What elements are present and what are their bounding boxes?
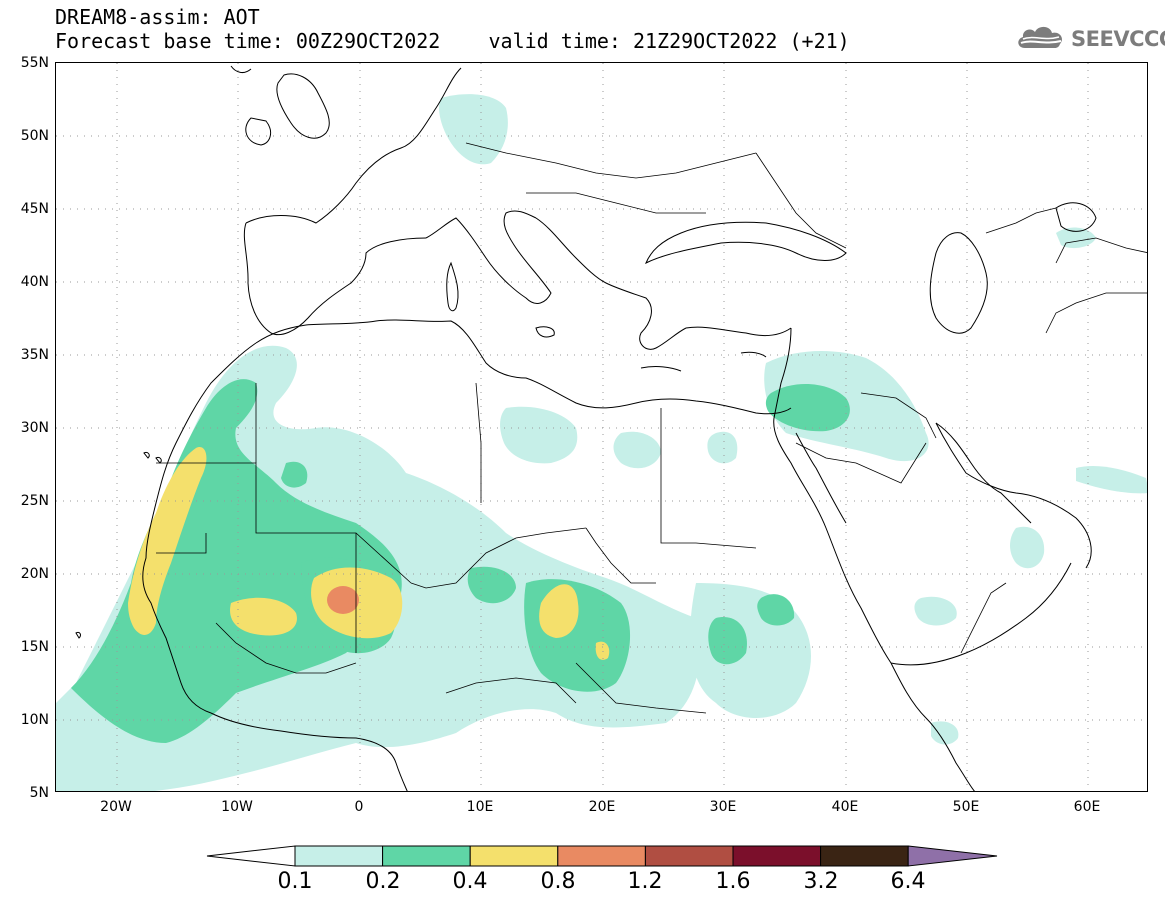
base-time: Forecast base time: 00Z29OCT2022 — [55, 29, 441, 53]
colorbar-label-0-4: 0.4 — [452, 869, 488, 894]
lon-label-40e: 40E — [831, 799, 859, 815]
borders — [156, 142, 1147, 714]
colorbar-segment-3 — [469, 845, 559, 867]
seevccc-logo: SEEVCCC — [1015, 22, 1165, 56]
lat-label-55n: 55N — [20, 55, 49, 71]
lat-label-35n: 35N — [20, 347, 49, 363]
aot-region-sudan-east-mid — [757, 594, 795, 626]
cloud-icon — [1015, 22, 1067, 56]
aot-region-egypt-low — [613, 431, 661, 469]
time-info: Forecast base time: 00Z29OCT2022 valid t… — [55, 30, 850, 52]
aot-region-algeria-low — [341, 446, 369, 475]
aot-region-horn-low — [931, 721, 959, 745]
coastlines — [75, 65, 1097, 791]
colorbar-segment-5 — [644, 845, 734, 867]
aot-map — [55, 62, 1148, 792]
colorbar-label-0-2: 0.2 — [365, 869, 401, 894]
aot-region-sudan-low — [690, 583, 811, 718]
aot-region-sudan-mid — [708, 617, 747, 665]
aot-region-chad-south-high — [595, 641, 610, 660]
valid-time: valid time: 21Z29OCT2022 (+21) — [488, 29, 850, 53]
lon-label-20e: 20E — [588, 799, 616, 815]
lat-label-50n: 50N — [20, 128, 49, 144]
grid-lines — [56, 63, 1147, 791]
colorbar-segment-1 — [294, 845, 384, 867]
colorbar — [206, 845, 998, 867]
map-title: DREAM8-assim: AOT — [55, 5, 260, 29]
lon-label-10e: 10E — [466, 799, 494, 815]
lon-label-30e: 30E — [709, 799, 737, 815]
aot-region-persian-low — [1076, 466, 1147, 494]
aot-region-egypt-east-low — [707, 431, 738, 464]
lat-label-25n: 25N — [20, 493, 49, 509]
colorbar-label-0-8: 0.8 — [540, 869, 576, 894]
colorbar-segment-7 — [820, 845, 909, 867]
aot-region-oman-low — [1010, 526, 1045, 569]
lon-label-10w: 10W — [221, 799, 253, 815]
lat-label-45n: 45N — [20, 201, 49, 217]
aot-region-coast-high — [128, 447, 207, 635]
lon-label-60e: 60E — [1073, 799, 1101, 815]
aot-region-yemen-low — [914, 596, 957, 626]
colorbar-label-3-2: 3.2 — [803, 869, 839, 894]
aot-region-mauritania-mid — [71, 379, 402, 743]
colorbar-label-0-1: 0.1 — [277, 869, 313, 894]
logo-text: SEEVCCC — [1071, 27, 1165, 51]
colorbar-label-6-4: 6.4 — [890, 869, 926, 894]
aot-region-niger-mid — [467, 566, 516, 604]
aot-region-central-europe-low — [439, 94, 508, 165]
lat-label-10n: 10N — [20, 712, 49, 728]
colorbar-high-arrow — [907, 845, 998, 867]
colorbar-segment-6 — [732, 845, 822, 867]
colorbar-label-1-2: 1.2 — [627, 869, 663, 894]
aot-peak-mali — [327, 586, 359, 614]
aot-region-iraq-mid — [765, 383, 850, 432]
lon-label-20w: 20W — [100, 799, 132, 815]
lat-label-15n: 15N — [20, 639, 49, 655]
lat-label-30n: 30N — [20, 420, 49, 436]
lat-label-20n: 20N — [20, 566, 49, 582]
aot-region-libya-low — [500, 406, 578, 464]
aot-region-chad-high — [539, 584, 579, 638]
colorbar-segment-2 — [382, 845, 471, 867]
aot-region-kazakhstan-low — [1056, 227, 1096, 249]
aot-class-4-layer — [327, 586, 359, 614]
aot-region-mali-west-high — [230, 597, 297, 636]
map-canvas — [56, 63, 1147, 791]
lat-label-5n: 5N — [29, 785, 49, 801]
lon-label-50e: 50E — [952, 799, 980, 815]
aot-region-algeria-mid — [281, 461, 308, 488]
colorbar-segment-4 — [557, 845, 646, 867]
colorbar-label-1-6: 1.6 — [715, 869, 751, 894]
lon-label-0: 0 — [354, 799, 364, 815]
lat-label-40n: 40N — [20, 274, 49, 290]
colorbar-low-arrow — [206, 845, 296, 867]
